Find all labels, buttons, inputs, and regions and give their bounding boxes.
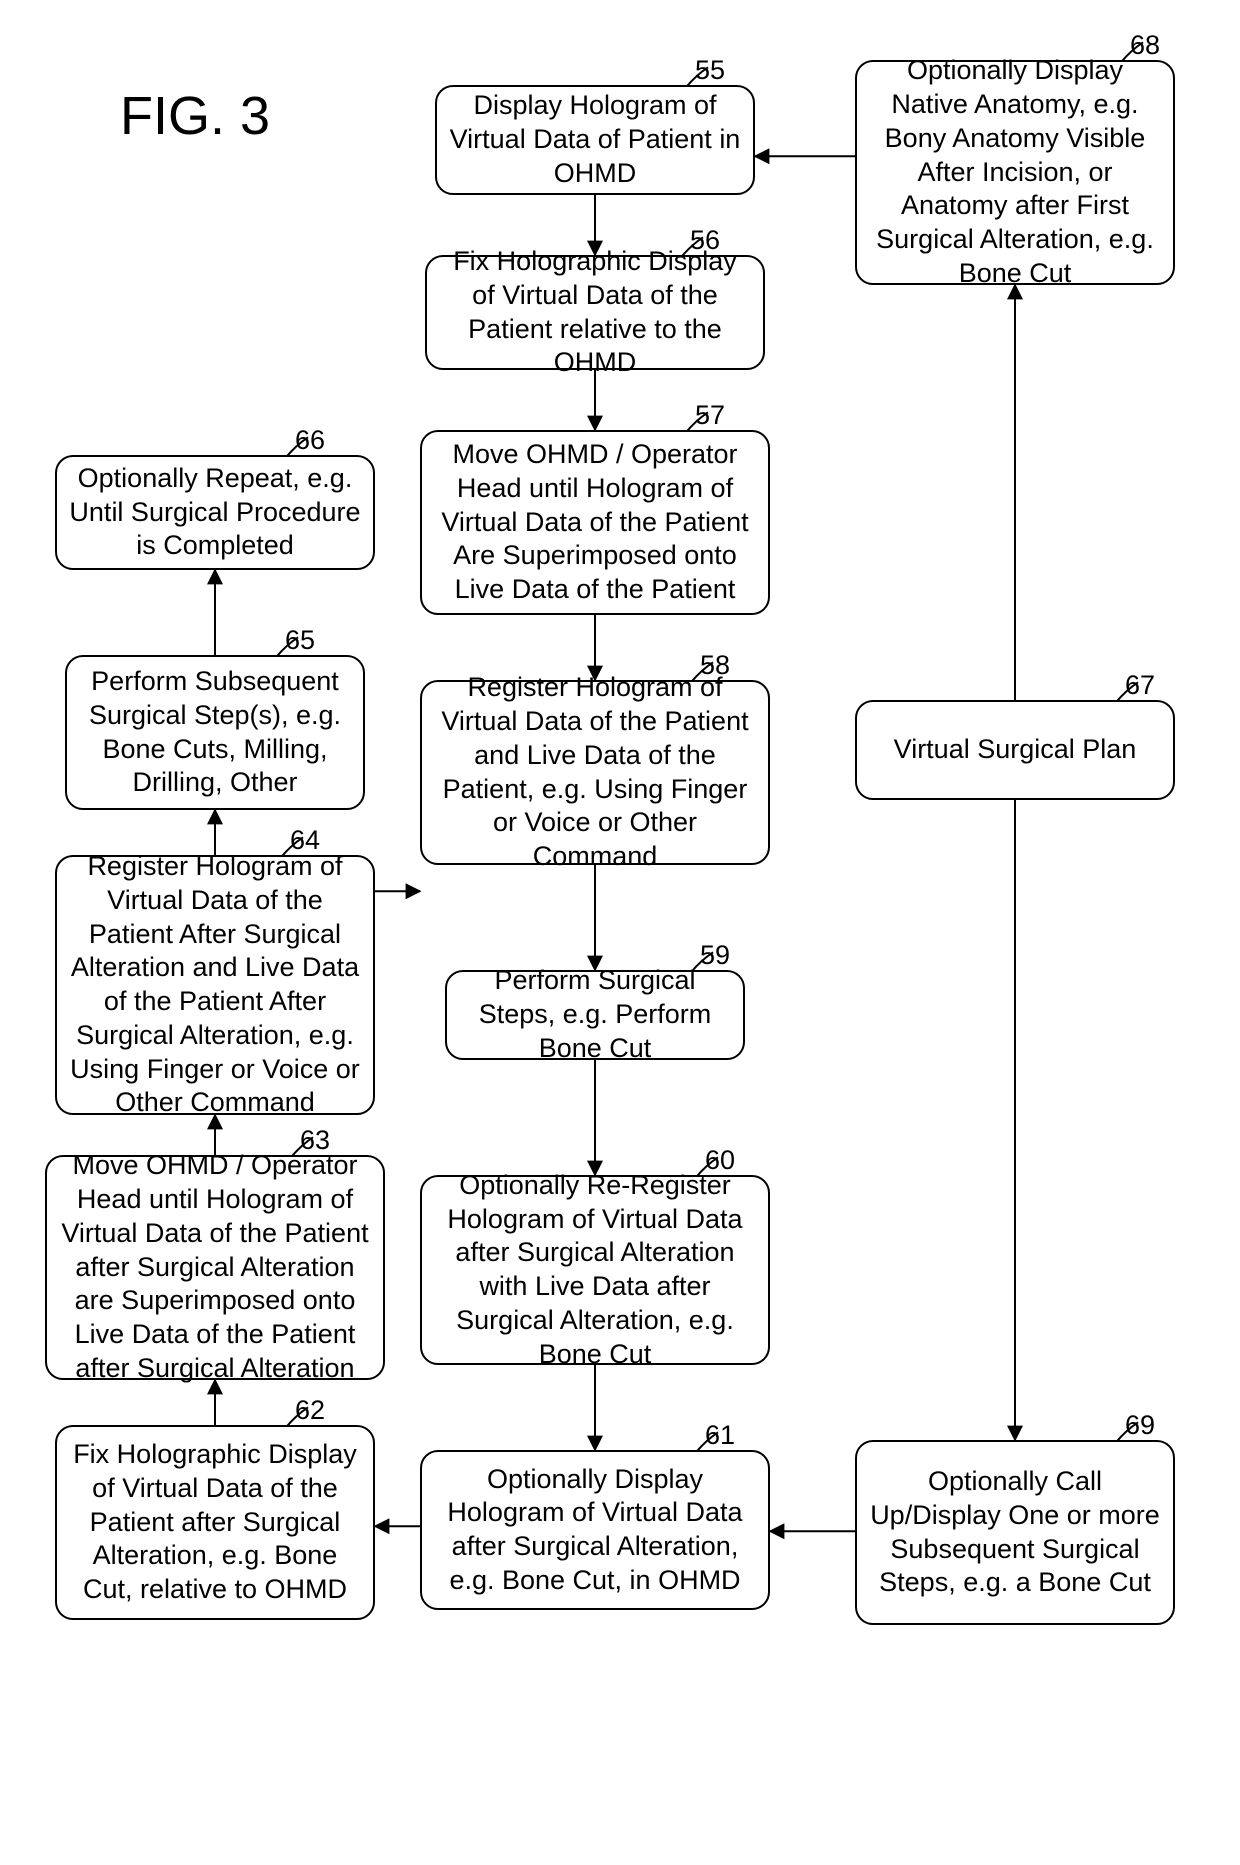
figure-title: FIG. 3 bbox=[120, 85, 270, 147]
flow-node-66: Optionally Repeat, e.g. Until Surgical P… bbox=[55, 455, 375, 570]
flow-node-ref-66: 66 bbox=[295, 425, 325, 456]
flow-node-64: Register Hologram of Virtual Data of the… bbox=[55, 855, 375, 1115]
flow-node-58: Register Hologram of Virtual Data of the… bbox=[420, 680, 770, 865]
flow-node-ref-61: 61 bbox=[705, 1420, 735, 1451]
flow-node-55: Display Hologram of Virtual Data of Pati… bbox=[435, 85, 755, 195]
flow-node-61: Optionally Display Hologram of Virtual D… bbox=[420, 1450, 770, 1610]
flow-node-69: Optionally Call Up/Display One or more S… bbox=[855, 1440, 1175, 1625]
flow-node-ref-63: 63 bbox=[300, 1125, 330, 1156]
flow-node-59: Perform Surgical Steps, e.g. Perform Bon… bbox=[445, 970, 745, 1060]
flow-node-65: Perform Subsequent Surgical Step(s), e.g… bbox=[65, 655, 365, 810]
flow-node-ref-56: 56 bbox=[690, 225, 720, 256]
flow-node-62: Fix Holographic Display of Virtual Data … bbox=[55, 1425, 375, 1620]
flow-node-ref-58: 58 bbox=[700, 650, 730, 681]
flow-node-57: Move OHMD / Operator Head until Hologram… bbox=[420, 430, 770, 615]
flow-node-ref-64: 64 bbox=[290, 825, 320, 856]
flow-node-63: Move OHMD / Operator Head until Hologram… bbox=[45, 1155, 385, 1380]
flowchart-canvas: FIG. 3 Display Hologram of Virtual Data … bbox=[0, 0, 1240, 1865]
flow-node-ref-69: 69 bbox=[1125, 1410, 1155, 1441]
flow-node-ref-60: 60 bbox=[705, 1145, 735, 1176]
flow-node-ref-59: 59 bbox=[700, 940, 730, 971]
flow-node-67: Virtual Surgical Plan bbox=[855, 700, 1175, 800]
flow-node-ref-62: 62 bbox=[295, 1395, 325, 1426]
flow-node-68: Optionally Display Native Anatomy, e.g. … bbox=[855, 60, 1175, 285]
flow-node-56: Fix Holographic Display of Virtual Data … bbox=[425, 255, 765, 370]
flow-node-ref-65: 65 bbox=[285, 625, 315, 656]
flow-node-ref-55: 55 bbox=[695, 55, 725, 86]
flow-node-ref-67: 67 bbox=[1125, 670, 1155, 701]
flow-node-ref-57: 57 bbox=[695, 400, 725, 431]
flow-node-ref-68: 68 bbox=[1130, 30, 1160, 61]
flow-node-60: Optionally Re-Register Hologram of Virtu… bbox=[420, 1175, 770, 1365]
